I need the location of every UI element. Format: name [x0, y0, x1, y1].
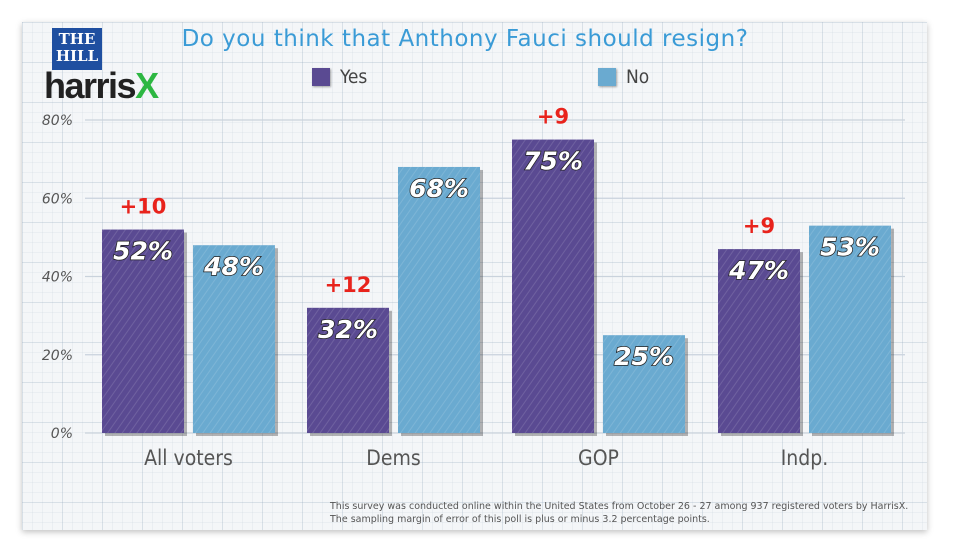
- data-label: 53%: [820, 233, 880, 262]
- footnote: This survey was conducted online within …: [330, 500, 930, 526]
- data-label: 47%: [728, 256, 789, 285]
- difference-label: +9: [537, 105, 569, 129]
- bar-texture: [603, 335, 685, 433]
- data-label: 68%: [409, 174, 469, 203]
- harrisx-logo-main: harris: [44, 65, 137, 106]
- difference-label: +9: [743, 214, 775, 238]
- footnote-line-1: This survey was conducted online within …: [330, 501, 909, 512]
- bar-texture: [398, 166, 480, 433]
- y-tick-label: 20%: [42, 348, 73, 364]
- data-label: 32%: [318, 315, 378, 344]
- bar-texture: [512, 139, 594, 433]
- footnote-line-2: The sampling margin of error of this pol…: [330, 514, 710, 525]
- x-category-label: GOP: [578, 446, 619, 470]
- data-label: 52%: [113, 237, 173, 266]
- y-tick-label: 80%: [42, 113, 73, 129]
- harrisx-logo-x: X: [135, 65, 159, 106]
- data-label: 48%: [203, 252, 264, 281]
- difference-label: +12: [325, 273, 372, 297]
- bar-texture: [102, 229, 184, 433]
- legend-label-no: No: [626, 66, 650, 88]
- difference-label: +10: [120, 195, 167, 219]
- x-category-label: Indp.: [781, 446, 829, 470]
- x-category-label: Dems: [366, 446, 420, 470]
- harrisx-logo: harrisX: [44, 65, 159, 106]
- bar-texture: [809, 225, 891, 433]
- bar-texture: [193, 245, 275, 433]
- legend-label-yes: Yes: [340, 66, 368, 88]
- legend-item-yes: Yes: [312, 66, 367, 88]
- bar-texture: [307, 307, 389, 433]
- legend-item-no: No: [598, 66, 649, 88]
- bar-texture: [718, 249, 800, 433]
- y-tick-label: 40%: [42, 270, 73, 286]
- the-hill-logo-bottom: HILL: [55, 47, 99, 65]
- data-label: 25%: [614, 342, 674, 371]
- chart-title: Do you think that Anthony Fauci should r…: [181, 26, 749, 52]
- legend-swatch-no: [598, 68, 616, 86]
- y-tick-label: 60%: [42, 191, 73, 207]
- x-category-label: All voters: [144, 446, 233, 470]
- the-hill-logo-top: THE: [58, 30, 96, 48]
- data-label: 75%: [523, 147, 583, 176]
- legend-swatch-yes: [312, 68, 330, 86]
- the-hill-logo: THE HILL: [52, 28, 102, 70]
- y-tick-label: 0%: [51, 426, 73, 442]
